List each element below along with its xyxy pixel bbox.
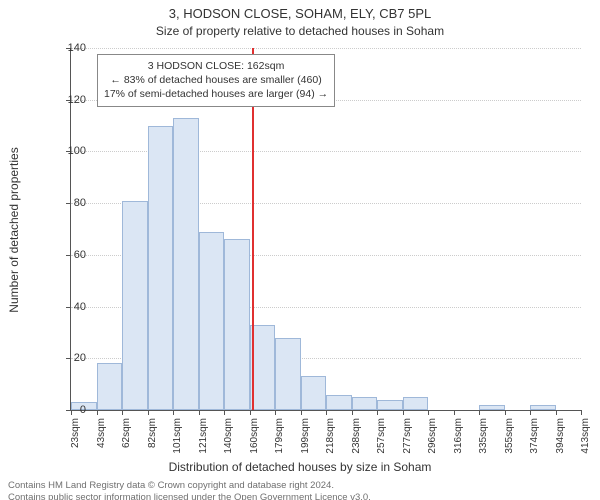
x-tick-mark (581, 410, 582, 415)
x-tick-label: 218sqm (325, 418, 336, 468)
x-tick-label: 82sqm (147, 418, 158, 468)
x-tick-mark (122, 410, 123, 415)
x-tick-mark (454, 410, 455, 415)
x-tick-label: 374sqm (529, 418, 540, 468)
gridline (71, 48, 581, 49)
y-tick-label: 40 (42, 301, 86, 313)
x-tick-label: 257sqm (376, 418, 387, 468)
x-tick-label: 296sqm (427, 418, 438, 468)
x-tick-label: 140sqm (223, 418, 234, 468)
y-tick-label: 140 (42, 42, 86, 54)
chart-title-sub: Size of property relative to detached ho… (0, 24, 600, 38)
histogram-bar (275, 338, 301, 410)
x-tick-mark (224, 410, 225, 415)
x-tick-mark (403, 410, 404, 415)
x-tick-label: 335sqm (478, 418, 489, 468)
y-tick-label: 100 (42, 145, 86, 157)
histogram-bar (352, 397, 378, 410)
chart-title-main: 3, HODSON CLOSE, SOHAM, ELY, CB7 5PL (0, 6, 600, 21)
annotation-line-3: 17% of semi-detached houses are larger (… (104, 87, 328, 101)
x-tick-mark (250, 410, 251, 415)
x-tick-label: 238sqm (351, 418, 362, 468)
histogram-bar (199, 232, 225, 410)
histogram-bar (301, 376, 327, 410)
x-tick-mark (199, 410, 200, 415)
x-tick-label: 179sqm (274, 418, 285, 468)
histogram-bar (122, 201, 148, 410)
histogram-bar (326, 395, 352, 411)
histogram-bar (403, 397, 429, 410)
x-tick-label: 101sqm (172, 418, 183, 468)
x-tick-mark (275, 410, 276, 415)
y-tick-label: 20 (42, 352, 86, 364)
x-tick-label: 121sqm (198, 418, 209, 468)
x-tick-label: 394sqm (555, 418, 566, 468)
x-tick-label: 355sqm (504, 418, 515, 468)
property-size-chart: 3, HODSON CLOSE, SOHAM, ELY, CB7 5PL Siz… (0, 0, 600, 500)
x-tick-mark (505, 410, 506, 415)
annotation-line-2: ← 83% of detached houses are smaller (46… (104, 73, 328, 87)
y-tick-label: 80 (42, 197, 86, 209)
histogram-bar (530, 405, 556, 410)
histogram-bar (377, 400, 403, 410)
histogram-bar (97, 363, 123, 410)
y-tick-label: 0 (42, 404, 86, 416)
x-tick-label: 62sqm (121, 418, 132, 468)
x-tick-label: 413sqm (580, 418, 591, 468)
footer-line-2: Contains public sector information licen… (8, 492, 371, 500)
y-tick-label: 60 (42, 249, 86, 261)
x-tick-label: 160sqm (249, 418, 260, 468)
y-tick-label: 120 (42, 94, 86, 106)
x-tick-mark (352, 410, 353, 415)
x-tick-mark (556, 410, 557, 415)
x-tick-mark (301, 410, 302, 415)
histogram-bar (479, 405, 505, 410)
x-tick-mark (326, 410, 327, 415)
x-tick-mark (428, 410, 429, 415)
x-tick-label: 199sqm (300, 418, 311, 468)
x-tick-label: 277sqm (402, 418, 413, 468)
x-tick-mark (173, 410, 174, 415)
x-tick-label: 43sqm (96, 418, 107, 468)
x-tick-mark (97, 410, 98, 415)
x-tick-mark (377, 410, 378, 415)
x-tick-label: 23sqm (70, 418, 81, 468)
annotation-line-1: 3 HODSON CLOSE: 162sqm (104, 59, 328, 73)
footer-line-1: Contains HM Land Registry data © Crown c… (8, 480, 334, 491)
x-tick-mark (479, 410, 480, 415)
histogram-bar (148, 126, 174, 410)
histogram-bar (173, 118, 199, 410)
y-axis-label: Number of detached properties (7, 147, 21, 312)
x-tick-label: 316sqm (453, 418, 464, 468)
plot-area: 3 HODSON CLOSE: 162sqm← 83% of detached … (70, 48, 581, 411)
x-tick-mark (148, 410, 149, 415)
x-tick-mark (530, 410, 531, 415)
annotation-box: 3 HODSON CLOSE: 162sqm← 83% of detached … (97, 54, 335, 107)
histogram-bar (224, 239, 250, 410)
